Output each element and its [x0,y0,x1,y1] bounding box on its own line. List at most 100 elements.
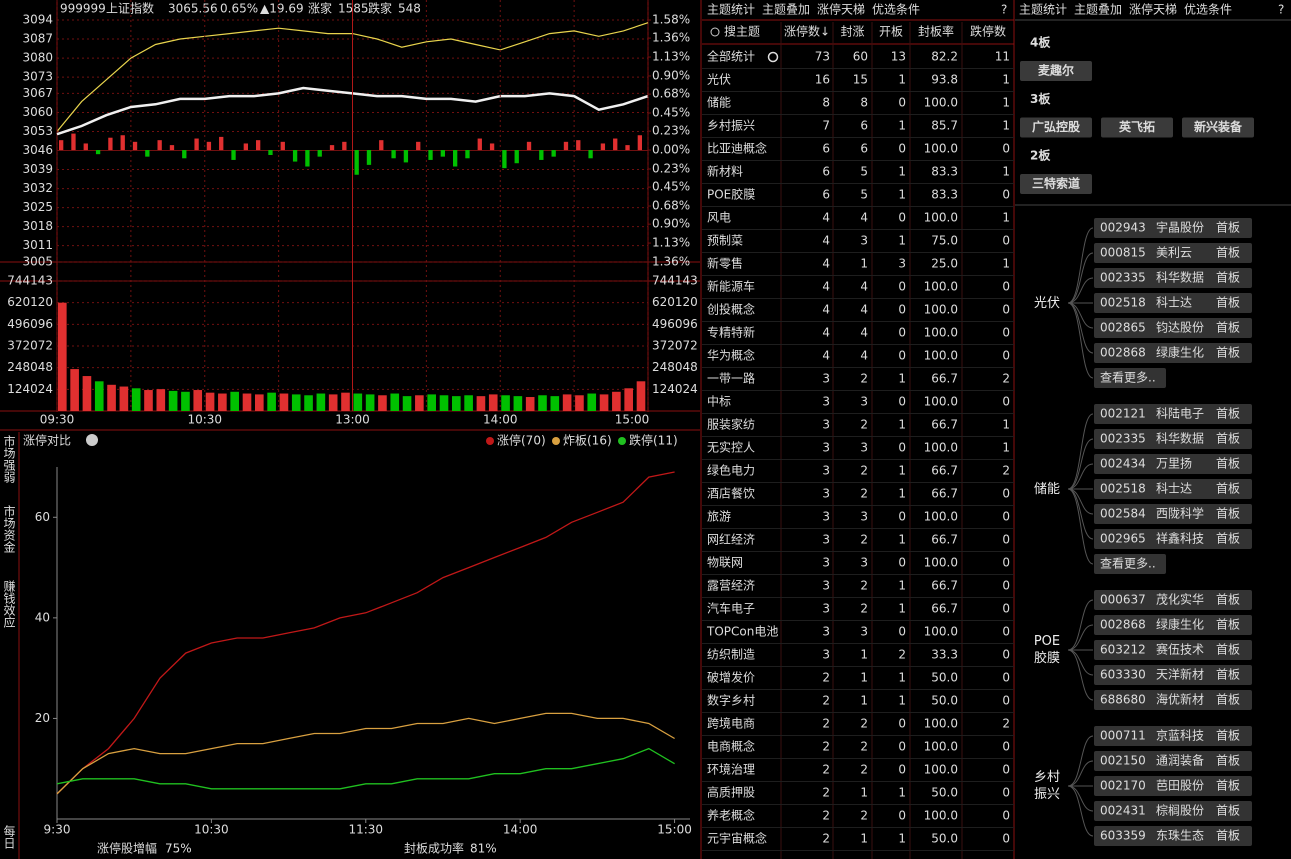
stock-button[interactable] [1101,117,1173,138]
cell[interactable]: 中标 [707,394,731,409]
tab[interactable]: 主题统计 [1019,3,1067,17]
stock-row[interactable] [1094,318,1252,338]
tab[interactable]: 主题叠加 [762,3,810,17]
stock-name[interactable]: 三特索道 [1032,176,1080,191]
stock-row[interactable] [1094,776,1252,796]
stock-button[interactable] [1182,117,1254,138]
cell[interactable]: 养老概念 [707,808,755,823]
cell[interactable]: 高质押股 [707,785,755,800]
stock-row[interactable] [1094,268,1252,288]
stock-row[interactable] [1094,665,1252,685]
cell[interactable]: POE胶膜 [707,187,755,202]
cell[interactable]: 新材料 [707,164,743,179]
cell[interactable]: 露营经济 [707,578,755,593]
more-label[interactable]: 查看更多.. [1100,371,1156,385]
cell[interactable]: 电商概念 [707,739,755,754]
stock-row[interactable] [1094,454,1252,474]
column-header[interactable]: 搜主题 [724,24,760,39]
cell[interactable]: 新能源车 [707,279,755,294]
side-tab[interactable]: 每日 [2,824,16,849]
cell[interactable]: 比亚迪概念 [707,141,767,156]
cell[interactable]: 数字乡村 [707,693,755,708]
cell[interactable]: 服装家纺 [707,417,755,432]
cell[interactable]: 纺织制造 [707,648,755,662]
cell[interactable]: 预制菜 [707,234,743,248]
stock-name[interactable]: 广弘控股 [1032,119,1081,134]
stock-button[interactable] [1020,61,1092,81]
stock-name[interactable]: 新兴装备 [1194,119,1243,134]
cell[interactable]: 一带一路 [707,371,755,386]
x-tick-label: 15:00 [615,413,650,427]
tab[interactable]: 主题统计 [707,3,755,17]
stock-row[interactable] [1094,751,1252,771]
stock-row[interactable] [1094,479,1252,499]
stock-row[interactable] [1094,404,1252,424]
more-label[interactable]: 查看更多.. [1100,557,1156,571]
x-tick-label: 11:30 [348,823,383,837]
stock-row[interactable] [1094,529,1252,549]
cell[interactable]: 新零售 [707,256,743,271]
cell[interactable]: 绿色电力 [707,463,755,478]
cell[interactable]: 风电 [707,211,731,225]
column-header[interactable]: 涨停数↓ [784,24,830,39]
side-tab[interactable]: 市场强弱 [2,434,16,484]
volume-bar [452,396,461,411]
y2-tick-label: 1.36% [652,255,690,269]
column-header[interactable]: 跌停数 [970,24,1006,39]
cell[interactable]: TOPCon电池 [706,625,778,639]
more-button[interactable] [1094,368,1166,388]
stock-row[interactable] [1094,640,1252,660]
cell[interactable]: 华为概念 [707,348,755,363]
cell[interactable]: 物联网 [707,556,743,570]
stock-button[interactable] [1020,174,1092,194]
column-header[interactable]: 封板率 [918,24,954,39]
stock-name[interactable]: 英飞拓 [1119,119,1155,134]
stock-row[interactable] [1094,504,1252,524]
cell[interactable]: 储能 [707,95,731,110]
cell[interactable]: 跨境电商 [707,716,755,731]
cell[interactable]: 创投概念 [707,302,755,317]
cell[interactable]: 专精特新 [707,325,755,340]
more-button[interactable] [1094,554,1166,574]
cell[interactable]: 汽车电子 [707,601,755,616]
stock-row[interactable] [1094,826,1252,846]
tab[interactable]: 涨停天梯 [817,2,865,17]
help[interactable]: ? [1278,3,1284,17]
side-tab[interactable]: 赚钱效应 [2,579,16,628]
cell[interactable]: 酒店餐饮 [707,486,755,501]
cell[interactable]: 乡村振兴 [707,119,755,133]
cell: 6 [822,142,830,156]
stock-row[interactable] [1094,429,1252,449]
stock-row[interactable] [1094,690,1252,710]
cell[interactable]: 破增发价 [707,670,755,685]
cell[interactable]: 网红经济 [707,532,755,547]
stock-row[interactable] [1094,243,1252,263]
stock-row[interactable] [1094,615,1252,635]
cell[interactable]: 全部统计 [707,49,755,64]
tab[interactable]: 主题叠加 [1074,3,1122,17]
cell[interactable]: 光伏 [707,73,731,87]
cell[interactable]: 无实控人 [707,440,755,455]
column-header[interactable]: 开板 [879,25,903,39]
stock-row[interactable] [1094,343,1252,363]
stock-row[interactable] [1094,218,1252,238]
stock-row[interactable] [1094,726,1252,746]
tab[interactable]: 涨停天梯 [1129,2,1177,17]
stock-name[interactable]: 麦趣尔 [1038,63,1074,78]
cell[interactable]: 环境治理 [707,762,755,777]
cell: 1 [898,671,906,685]
column-header[interactable]: 封涨 [840,24,864,39]
tab[interactable]: 优选条件 [1184,3,1232,17]
cell[interactable]: 元宇宙概念 [707,831,767,846]
legend-dot [552,437,560,445]
stock-row[interactable] [1094,293,1252,313]
cell[interactable]: 旅游 [707,510,731,524]
help[interactable]: ? [1001,3,1007,17]
tab[interactable]: 优选条件 [872,3,920,17]
side-tab[interactable]: 市场资金 [2,504,16,553]
cell: 3 [822,648,830,662]
stock-row[interactable] [1094,590,1252,610]
stock-row[interactable] [1094,801,1252,821]
stock-button[interactable] [1020,117,1092,138]
connector [1067,649,1094,701]
